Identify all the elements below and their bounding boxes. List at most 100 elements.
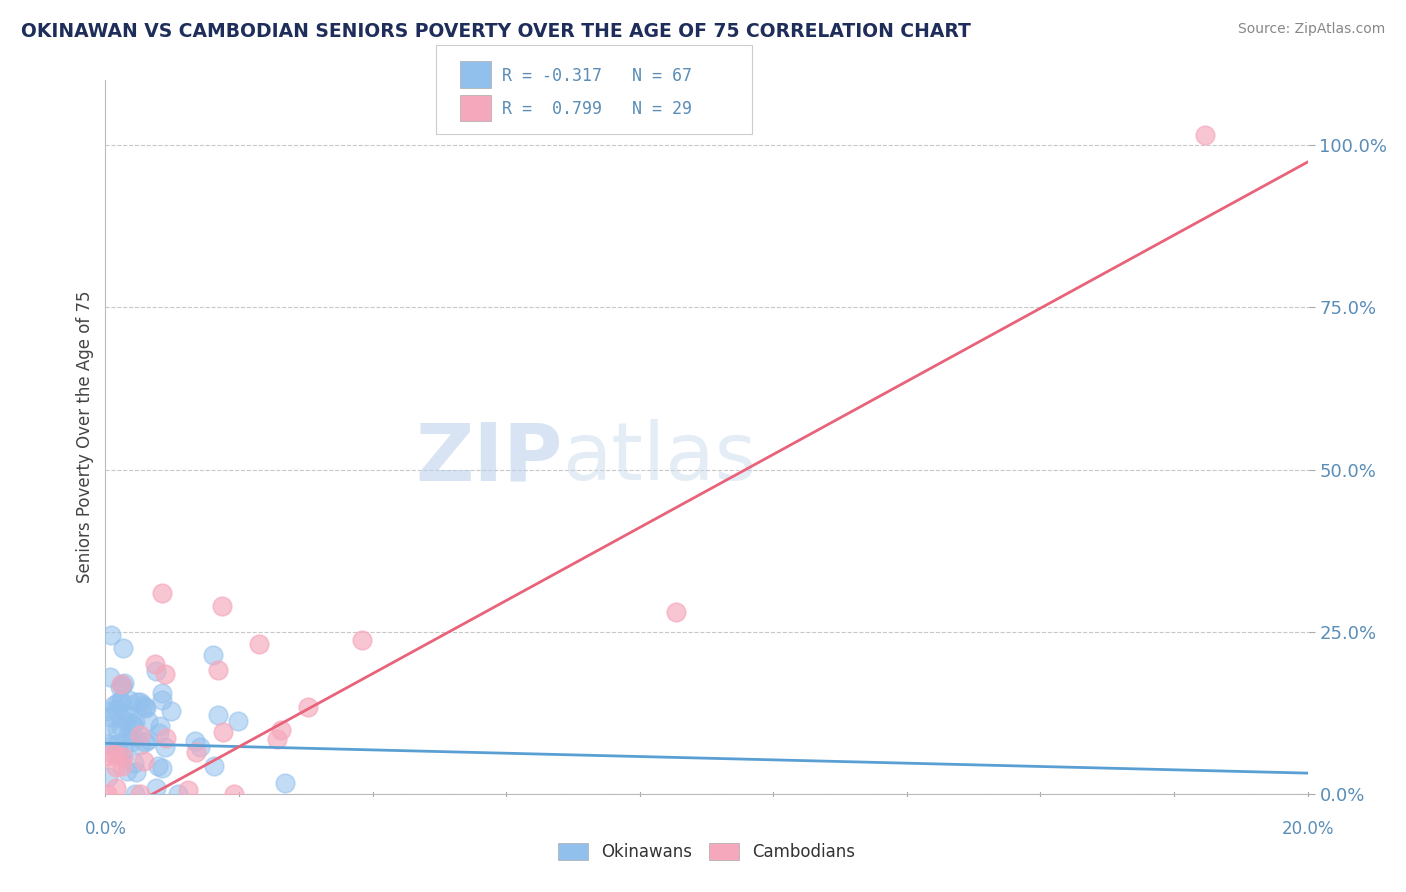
- Point: [212, 725, 235, 739]
- Point: [105, 760, 128, 774]
- Point: [97, 737, 120, 751]
- Point: [110, 676, 132, 690]
- Point: [103, 698, 125, 712]
- Point: [270, 723, 292, 737]
- Point: [122, 756, 145, 770]
- Point: [148, 759, 170, 773]
- Point: [115, 714, 138, 729]
- Point: [122, 717, 145, 731]
- Point: [247, 637, 270, 651]
- Point: [207, 663, 229, 677]
- Point: [150, 686, 173, 700]
- Text: OKINAWAN VS CAMBODIAN SENIORS POVERTY OVER THE AGE OF 75 CORRELATION CHART: OKINAWAN VS CAMBODIAN SENIORS POVERTY OV…: [21, 22, 972, 41]
- Point: [153, 740, 176, 755]
- Point: [110, 711, 132, 725]
- Point: [266, 732, 288, 747]
- Point: [103, 747, 125, 761]
- Point: [97, 770, 120, 784]
- Point: [155, 666, 177, 681]
- Point: [188, 740, 211, 755]
- Point: [177, 782, 200, 797]
- Point: [112, 750, 135, 764]
- Point: [111, 759, 134, 773]
- Point: [134, 735, 156, 749]
- Point: [132, 755, 155, 769]
- Point: [98, 670, 121, 684]
- Point: [135, 701, 157, 715]
- Point: [138, 733, 160, 747]
- Point: [274, 776, 297, 790]
- Point: [108, 680, 131, 694]
- Point: [110, 694, 132, 708]
- Point: [115, 764, 138, 778]
- Point: [128, 728, 150, 742]
- Point: [184, 745, 207, 759]
- Point: [111, 678, 134, 692]
- Point: [150, 586, 173, 600]
- Point: [112, 640, 135, 655]
- Point: [105, 747, 128, 762]
- Point: [134, 700, 156, 714]
- Point: [155, 731, 177, 745]
- Point: [149, 719, 172, 733]
- Text: R = -0.317   N = 67: R = -0.317 N = 67: [502, 67, 692, 85]
- Point: [120, 728, 142, 742]
- Point: [110, 720, 132, 734]
- Point: [204, 758, 226, 772]
- Point: [148, 725, 170, 739]
- Point: [207, 708, 229, 723]
- Text: 20.0%: 20.0%: [1281, 820, 1334, 838]
- Point: [665, 605, 688, 619]
- Text: R =  0.799   N = 29: R = 0.799 N = 29: [502, 100, 692, 119]
- Point: [160, 704, 183, 718]
- Point: [117, 707, 139, 722]
- Point: [201, 648, 224, 663]
- Text: Source: ZipAtlas.com: Source: ZipAtlas.com: [1237, 22, 1385, 37]
- Point: [110, 696, 132, 710]
- Point: [297, 699, 319, 714]
- Point: [125, 764, 148, 779]
- Point: [112, 676, 135, 690]
- Point: [105, 703, 128, 717]
- Point: [100, 628, 122, 642]
- Point: [132, 698, 155, 712]
- Point: [117, 728, 139, 742]
- Point: [129, 739, 152, 753]
- Point: [124, 715, 146, 730]
- Point: [167, 787, 190, 801]
- Point: [145, 664, 167, 678]
- Point: [114, 706, 136, 721]
- Point: [96, 787, 118, 801]
- Point: [143, 657, 166, 672]
- Text: atlas: atlas: [562, 419, 756, 498]
- Point: [107, 695, 129, 709]
- Point: [1194, 128, 1216, 143]
- Point: [350, 633, 373, 648]
- Point: [129, 787, 152, 801]
- Point: [127, 695, 149, 709]
- Point: [128, 695, 150, 709]
- Point: [150, 693, 173, 707]
- Legend: Okinawans, Cambodians: Okinawans, Cambodians: [551, 836, 862, 868]
- Point: [211, 599, 233, 613]
- Text: ZIP: ZIP: [415, 419, 562, 498]
- Point: [124, 730, 146, 744]
- Point: [118, 693, 141, 707]
- Point: [120, 734, 142, 748]
- Point: [122, 717, 145, 731]
- Point: [105, 737, 128, 751]
- Point: [104, 780, 127, 795]
- Point: [96, 718, 118, 732]
- Point: [111, 678, 134, 692]
- Point: [110, 750, 132, 764]
- Point: [112, 744, 135, 758]
- Point: [96, 704, 118, 718]
- Y-axis label: Seniors Poverty Over the Age of 75: Seniors Poverty Over the Age of 75: [76, 291, 94, 583]
- Point: [101, 739, 124, 753]
- Point: [107, 742, 129, 756]
- Point: [136, 714, 159, 729]
- Point: [105, 722, 128, 736]
- Point: [145, 781, 167, 796]
- Point: [184, 734, 207, 748]
- Point: [222, 787, 245, 801]
